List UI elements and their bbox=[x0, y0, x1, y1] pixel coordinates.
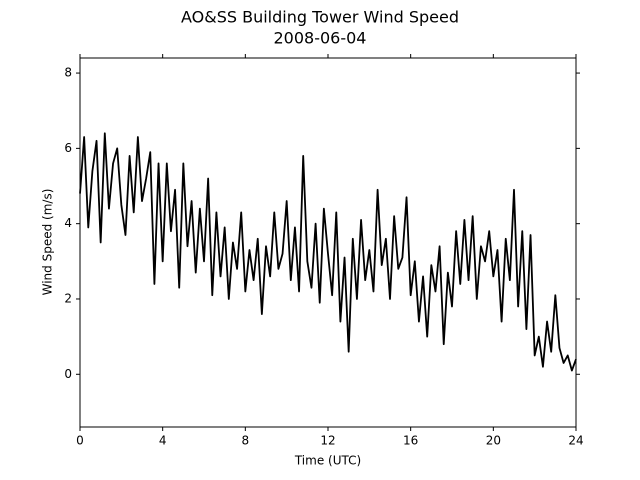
y-tick-label: 6 bbox=[64, 141, 72, 155]
x-tick-label: 16 bbox=[403, 434, 418, 448]
chart-title: AO&SS Building Tower Wind Speed bbox=[181, 8, 459, 27]
x-axis-label: Time (UTC) bbox=[294, 454, 361, 468]
y-axis-label: Wind Speed (m/s) bbox=[41, 189, 55, 296]
plot-frame bbox=[79, 57, 577, 428]
x-tick-label: 24 bbox=[568, 434, 583, 448]
y-tick-label: 2 bbox=[64, 291, 72, 305]
y-tick-label: 0 bbox=[64, 367, 72, 381]
chart-subtitle: 2008-06-04 bbox=[274, 29, 367, 48]
x-tick-label: 12 bbox=[320, 434, 335, 448]
y-tick-label: 8 bbox=[64, 66, 72, 80]
wind-speed-line bbox=[79, 132, 577, 372]
x-tick-label: 4 bbox=[159, 434, 167, 448]
x-tick-label: 0 bbox=[76, 434, 84, 448]
x-tick-label: 20 bbox=[486, 434, 501, 448]
y-tick-label: 4 bbox=[64, 216, 72, 230]
x-tick-label: 8 bbox=[242, 434, 250, 448]
